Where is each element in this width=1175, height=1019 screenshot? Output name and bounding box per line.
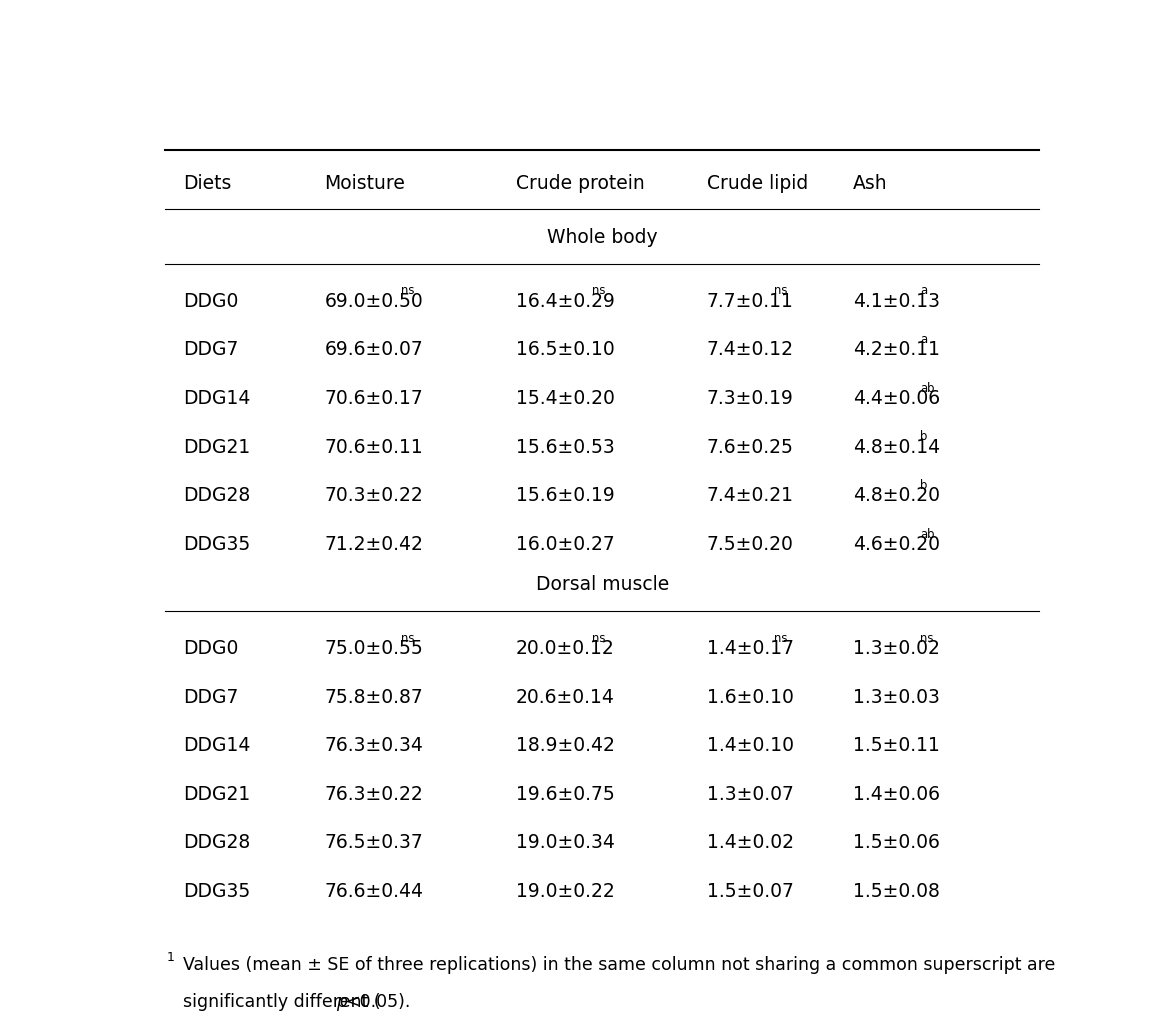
Text: ns: ns [401,284,415,298]
Text: DDG14: DDG14 [183,736,250,755]
Text: b: b [920,479,927,492]
Text: 7.4±0.21: 7.4±0.21 [707,486,794,505]
Text: ns: ns [401,632,415,645]
Text: 15.4±0.20: 15.4±0.20 [516,389,615,408]
Text: 76.3±0.34: 76.3±0.34 [324,736,423,755]
Text: 4.4±0.06: 4.4±0.06 [853,389,940,408]
Text: a: a [920,333,927,346]
Text: a: a [920,284,927,298]
Text: 1.4±0.10: 1.4±0.10 [707,736,794,755]
Text: 7.5±0.20: 7.5±0.20 [707,535,794,554]
Text: 1.4±0.06: 1.4±0.06 [853,785,940,804]
Text: DDG21: DDG21 [183,785,250,804]
Text: ns: ns [592,284,605,298]
Text: 1.3±0.07: 1.3±0.07 [707,785,794,804]
Text: Moisture: Moisture [324,174,405,193]
Text: 70.6±0.11: 70.6±0.11 [324,437,423,457]
Text: Ash: Ash [853,174,887,193]
Text: 69.6±0.07: 69.6±0.07 [324,340,423,360]
Text: 15.6±0.19: 15.6±0.19 [516,486,615,505]
Text: ns: ns [920,632,933,645]
Text: 18.9±0.42: 18.9±0.42 [516,736,615,755]
Text: <0.05).: <0.05). [345,994,410,1012]
Text: 70.6±0.17: 70.6±0.17 [324,389,423,408]
Text: 4.6±0.20: 4.6±0.20 [853,535,940,554]
Text: 75.0±0.55: 75.0±0.55 [324,639,423,658]
Text: 7.7±0.11: 7.7±0.11 [707,291,794,311]
Text: 16.0±0.27: 16.0±0.27 [516,535,615,554]
Text: significantly different (: significantly different ( [183,994,381,1012]
Text: Diets: Diets [183,174,231,193]
Text: 1.5±0.07: 1.5±0.07 [707,882,794,901]
Text: Dorsal muscle: Dorsal muscle [536,576,669,594]
Text: Crude lipid: Crude lipid [707,174,808,193]
Text: DDG35: DDG35 [183,535,250,554]
Text: 1: 1 [167,951,175,964]
Text: 19.0±0.22: 19.0±0.22 [516,882,615,901]
Text: 15.6±0.53: 15.6±0.53 [516,437,615,457]
Text: 1.6±0.10: 1.6±0.10 [707,688,794,706]
Text: 69.0±0.50: 69.0±0.50 [324,291,423,311]
Text: Crude protein: Crude protein [516,174,644,193]
Text: p: p [336,994,348,1012]
Text: DDG28: DDG28 [183,834,250,853]
Text: Values (mean ± SE of three replications) in the same column not sharing a common: Values (mean ± SE of three replications)… [183,957,1055,974]
Text: 19.0±0.34: 19.0±0.34 [516,834,615,853]
Text: 76.6±0.44: 76.6±0.44 [324,882,423,901]
Text: ns: ns [592,632,605,645]
Text: DDG0: DDG0 [183,291,239,311]
Text: DDG7: DDG7 [183,340,239,360]
Text: 20.0±0.12: 20.0±0.12 [516,639,615,658]
Text: 4.8±0.20: 4.8±0.20 [853,486,940,505]
Text: DDG21: DDG21 [183,437,250,457]
Text: 4.2±0.11: 4.2±0.11 [853,340,940,360]
Text: DDG14: DDG14 [183,389,250,408]
Text: 16.5±0.10: 16.5±0.10 [516,340,615,360]
Text: 16.4±0.29: 16.4±0.29 [516,291,615,311]
Text: significantly different (: significantly different ( [183,994,381,1012]
Text: 1.3±0.02: 1.3±0.02 [853,639,940,658]
Text: 4.1±0.13: 4.1±0.13 [853,291,940,311]
Text: 76.3±0.22: 76.3±0.22 [324,785,423,804]
Text: 1.5±0.06: 1.5±0.06 [853,834,940,853]
Text: 7.4±0.12: 7.4±0.12 [707,340,794,360]
Text: DDG35: DDG35 [183,882,250,901]
Text: DDG7: DDG7 [183,688,239,706]
Text: b: b [920,430,927,443]
Text: ab: ab [920,382,934,394]
Text: Whole body: Whole body [546,228,658,248]
Text: 1.5±0.11: 1.5±0.11 [853,736,940,755]
Text: DDG0: DDG0 [183,639,239,658]
Text: ab: ab [920,528,934,541]
Text: 70.3±0.22: 70.3±0.22 [324,486,423,505]
Text: 7.3±0.19: 7.3±0.19 [707,389,794,408]
Text: 1.3±0.03: 1.3±0.03 [853,688,940,706]
Text: DDG28: DDG28 [183,486,250,505]
Text: 75.8±0.87: 75.8±0.87 [324,688,423,706]
Text: 19.6±0.75: 19.6±0.75 [516,785,615,804]
Text: 1.4±0.02: 1.4±0.02 [707,834,794,853]
Text: 4.8±0.14: 4.8±0.14 [853,437,940,457]
Text: 71.2±0.42: 71.2±0.42 [324,535,423,554]
Text: 7.6±0.25: 7.6±0.25 [707,437,794,457]
Text: ns: ns [774,284,787,298]
Text: 1.5±0.08: 1.5±0.08 [853,882,940,901]
Text: ns: ns [774,632,787,645]
Text: 1.4±0.17: 1.4±0.17 [707,639,794,658]
Text: p: p [336,994,348,1012]
Text: 76.5±0.37: 76.5±0.37 [324,834,423,853]
Text: 20.6±0.14: 20.6±0.14 [516,688,615,706]
